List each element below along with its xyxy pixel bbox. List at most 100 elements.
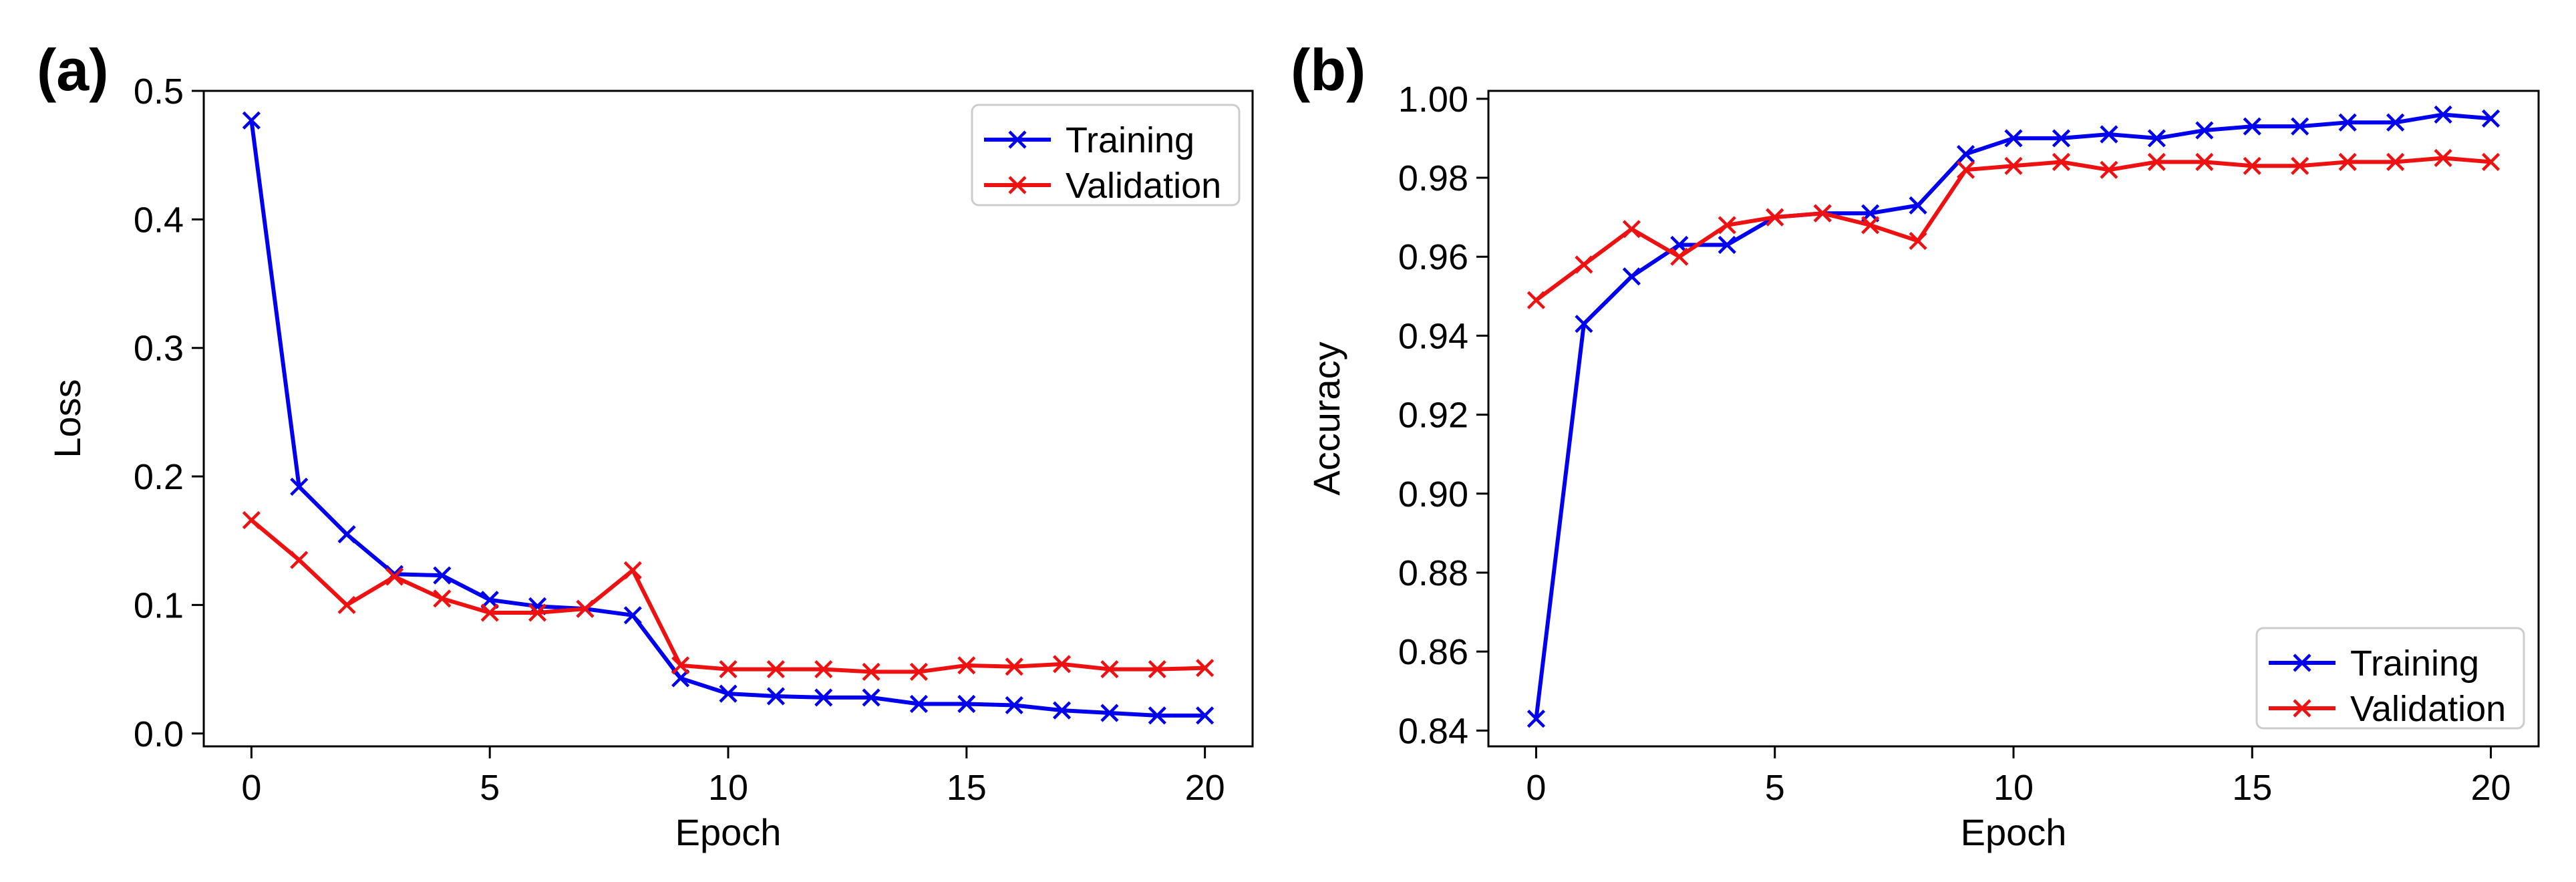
- data-point-marker: [242, 111, 261, 130]
- x-tick-label: 5: [480, 768, 500, 808]
- data-point-marker: [2338, 152, 2357, 171]
- y-tick-label: 0.5: [134, 71, 184, 112]
- data-point-marker: [576, 599, 595, 618]
- data-point-marker: [909, 694, 929, 714]
- y-tick-label: 0.98: [1398, 158, 1468, 198]
- data-point-marker: [623, 561, 642, 580]
- x-tick-label: 15: [2232, 768, 2272, 808]
- data-point-marker: [385, 567, 404, 586]
- data-point-marker: [957, 694, 976, 714]
- data-point-marker: [2195, 152, 2214, 171]
- data-point-marker: [1909, 196, 1927, 214]
- data-point-marker: [433, 589, 452, 608]
- series-line: [250, 519, 1205, 674]
- data-point-marker: [2100, 160, 2118, 179]
- data-point-marker: [1100, 704, 1119, 722]
- y-tick-label: 0.0: [134, 714, 184, 754]
- x-tick-label: 5: [1765, 768, 1785, 808]
- data-point-marker: [2052, 129, 2071, 148]
- data-point-marker: [2100, 125, 2118, 144]
- data-point-marker: [1956, 160, 1975, 179]
- data-point-marker: [2434, 148, 2452, 168]
- legend-marker: [1008, 130, 1027, 149]
- data-point-marker: [290, 551, 309, 569]
- data-point-marker: [2243, 156, 2261, 175]
- data-point-marker: [2147, 129, 2166, 148]
- data-point-marker: [814, 659, 833, 679]
- legend-label: Training: [1066, 120, 1194, 160]
- data-point-marker: [909, 662, 929, 682]
- y-axis-label: Loss: [46, 379, 88, 458]
- data-point-marker: [1718, 216, 1736, 235]
- legend-marker: [1008, 176, 1027, 194]
- data-point-marker: [2481, 152, 2501, 171]
- y-tick-label: 0.88: [1398, 553, 1468, 593]
- data-point-marker: [719, 659, 738, 679]
- series-validation: [1526, 148, 2501, 309]
- data-point-marker: [1861, 216, 1880, 235]
- data-point-marker: [2434, 105, 2452, 124]
- data-point-marker: [1622, 220, 1641, 239]
- x-axis-label: Epoch: [1961, 811, 2067, 853]
- data-point-marker: [1575, 255, 1593, 274]
- legend: Training Validation: [971, 104, 1241, 206]
- legend-marker: [2293, 699, 2311, 718]
- data-point-marker: [1005, 696, 1023, 715]
- data-point-marker: [1526, 291, 1546, 309]
- data-point-marker: [671, 669, 690, 688]
- legend-label: Validation: [2350, 689, 2506, 729]
- data-point-marker: [1196, 659, 1215, 678]
- data-point-marker: [2004, 156, 2023, 175]
- data-point-marker: [1148, 659, 1166, 679]
- series-validation: [242, 510, 1215, 682]
- data-point-marker: [2386, 113, 2405, 132]
- x-axis-label: Epoch: [675, 811, 782, 853]
- data-point-marker: [2338, 113, 2357, 132]
- y-tick-label: 0.86: [1398, 632, 1468, 672]
- x-tick-label: 10: [708, 768, 748, 808]
- data-point-marker: [2052, 152, 2071, 171]
- data-point-marker: [766, 687, 785, 706]
- y-tick-label: 0.92: [1398, 396, 1468, 436]
- data-point-marker: [719, 684, 738, 703]
- panel-label: (b): [1291, 37, 1365, 103]
- data-point-marker: [1909, 231, 1927, 251]
- data-point-marker: [623, 606, 642, 625]
- legend-marker: [2293, 653, 2311, 672]
- data-point-marker: [1005, 657, 1023, 676]
- data-point-marker: [1766, 208, 1784, 227]
- y-tick-label: 0.2: [134, 457, 184, 497]
- legend-label: Validation: [1066, 166, 1221, 206]
- legend-label: Training: [2350, 643, 2479, 684]
- series-line: [1535, 156, 2491, 302]
- data-point-marker: [2386, 152, 2405, 171]
- data-point-marker: [862, 688, 880, 707]
- data-point-marker: [2291, 156, 2309, 175]
- data-point-marker: [2291, 117, 2309, 136]
- x-tick-label: 15: [947, 768, 987, 808]
- y-tick-label: 0.96: [1398, 237, 1468, 277]
- y-tick-label: 0.90: [1398, 474, 1468, 514]
- data-point-marker: [337, 595, 356, 615]
- y-tick-label: 0.84: [1398, 711, 1468, 751]
- data-point-marker: [1148, 706, 1166, 725]
- data-point-marker: [1956, 144, 1975, 164]
- data-point-marker: [957, 656, 976, 675]
- data-point-marker: [337, 525, 356, 544]
- x-tick-label: 20: [1185, 768, 1225, 808]
- data-point-marker: [1575, 315, 1593, 333]
- legend: Training Validation: [2255, 627, 2525, 730]
- data-point-marker: [290, 477, 309, 496]
- data-point-marker: [862, 662, 880, 682]
- data-point-marker: [1100, 659, 1119, 679]
- data-point-marker: [1052, 701, 1072, 720]
- data-point-marker: [1052, 655, 1072, 674]
- data-point-marker: [480, 603, 499, 622]
- data-point-marker: [1526, 710, 1546, 728]
- data-point-marker: [2195, 121, 2214, 140]
- series-line: [249, 120, 1205, 718]
- chart-panel-b: (b) 0 5 10 15 20 0.84 0.86 0.88 0.90 0.92 0.94 0.96 0…: [1291, 37, 2540, 853]
- x-tick-label: 20: [2471, 768, 2511, 808]
- series-training: [242, 111, 1215, 725]
